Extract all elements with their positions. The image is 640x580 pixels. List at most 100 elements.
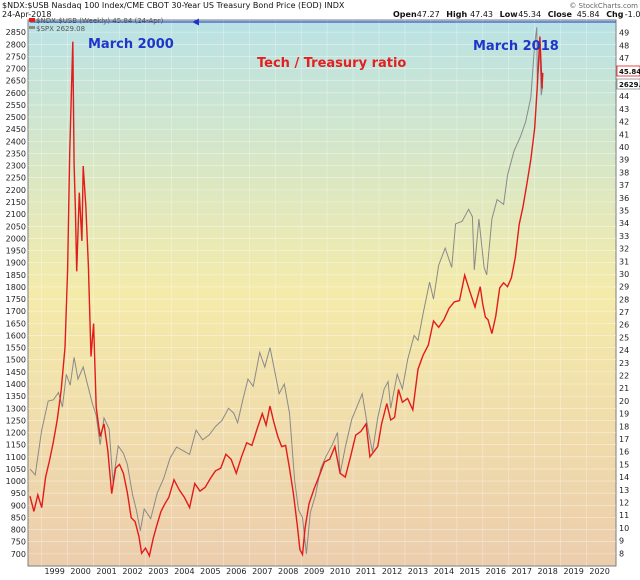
left-tick-label: 1200: [6, 429, 26, 438]
left-tick-label: 2400: [6, 137, 26, 146]
left-tick-label: 1400: [6, 380, 26, 389]
x-tick-label: 2001: [96, 567, 116, 576]
x-axis: 1999 2000 2001 2002 2003 2004 2005 2006 2007 2008…: [44, 567, 609, 576]
ohlc-value: 47.27: [417, 10, 440, 19]
x-tick-label: 2009: [304, 567, 324, 576]
right-tick-label: 44: [619, 92, 629, 101]
right-tick-label: 31: [619, 257, 629, 266]
left-tick-label: 2850: [6, 28, 26, 37]
ohlc-value: 45.34: [518, 10, 541, 19]
chart-title: $NDX:$USB Nasdaq 100 Index/CME CBOT 30-Y…: [2, 1, 345, 10]
x-tick-label: 2000: [70, 567, 90, 576]
right-tick-label: 9: [619, 537, 624, 546]
left-tick-label: 1100: [6, 453, 26, 462]
right-tick-label: 14: [619, 473, 629, 482]
right-tick-label: 27: [619, 308, 629, 317]
left-tick-label: 1250: [6, 416, 26, 425]
x-tick-label: 2010: [330, 567, 350, 576]
ohlc-value: 47.43: [470, 10, 493, 19]
left-tick-label: 1450: [6, 368, 26, 377]
right-tick-label: 30: [619, 270, 629, 279]
right-tick-label: 22: [619, 372, 629, 381]
ohlc-label: Chg: [606, 10, 624, 19]
left-tick-label: 2100: [6, 210, 26, 219]
left-tick-label: 2450: [6, 125, 26, 134]
left-tick-label: 2300: [6, 162, 26, 171]
gridlines: [28, 20, 616, 566]
left-tick-label: 1650: [6, 319, 26, 328]
x-tick-label: 2011: [356, 567, 376, 576]
right-tick-label: 41: [619, 130, 629, 139]
ohlc-value: 45.84: [577, 10, 600, 19]
x-tick-label: 1999: [44, 567, 64, 576]
legend-arrow-icon: [192, 18, 199, 26]
x-tick-label: 2015: [460, 567, 480, 576]
ohlc-label: High: [446, 10, 467, 19]
left-tick-label: 1550: [6, 344, 26, 353]
annotation-subtitle: Tech / Treasury ratio: [257, 56, 406, 71]
left-tick-label: 1700: [6, 307, 26, 316]
x-tick-label: 2005: [200, 567, 220, 576]
left-tick-label: 2600: [6, 89, 26, 98]
left-tick-label: 800: [11, 526, 26, 535]
ohlc-value: -1.02 (-2.18%): [625, 10, 640, 19]
left-tick-label: 1850: [6, 271, 26, 280]
right-tick-label: 34: [619, 219, 629, 228]
right-tick-label: 36: [619, 194, 629, 203]
right-tick-label: 35: [619, 206, 629, 215]
left-tick-label: 2150: [6, 198, 26, 207]
right-tick-label: 40: [619, 143, 629, 152]
x-tick-label: 2019: [563, 567, 583, 576]
left-tick-label: 1600: [6, 331, 26, 340]
left-tick-label: 1750: [6, 295, 26, 304]
left-tick-label: 1950: [6, 247, 26, 256]
left-tick-label: 1000: [6, 477, 26, 486]
left-tick-label: 2650: [6, 77, 26, 86]
x-tick-label: 2012: [382, 567, 402, 576]
left-tick-label: 2800: [6, 40, 26, 49]
annotation-march-2018: March 2018: [473, 39, 559, 54]
left-tick-label: 850: [11, 513, 26, 522]
x-tick-label: 2002: [122, 567, 142, 576]
ohlc-label: Close: [548, 10, 573, 19]
spx-last-value: 2629.0: [619, 81, 640, 89]
legend-ratio-swatch: [29, 18, 35, 22]
left-tick-label: 1800: [6, 283, 26, 292]
left-tick-label: 2750: [6, 52, 26, 61]
right-tick-label: 21: [619, 384, 629, 393]
right-tick-label: 11: [619, 511, 629, 520]
x-tick-label: 2003: [148, 567, 168, 576]
right-tick-label: 47: [619, 54, 629, 63]
right-tick-label: 25: [619, 333, 629, 342]
left-tick-label: 2200: [6, 186, 26, 195]
left-tick-label: 2550: [6, 101, 26, 110]
right-tick-label: 23: [619, 359, 629, 368]
legend-ratio-label: $NDX:$USB (Weekly) 45.84 (24-Apr): [36, 17, 164, 25]
right-tick-label: 33: [619, 232, 629, 241]
right-tick-label: 28: [619, 295, 629, 304]
right-axis: 8 9 10 11 12 13 14 15 16 17 18 19 20 21 22 23 24 25 26 27 28…: [619, 29, 629, 559]
ratio-series-line: [29, 36, 544, 558]
right-tick-label: 20: [619, 397, 629, 406]
left-tick-label: 750: [11, 538, 26, 547]
left-tick-label: 1300: [6, 404, 26, 413]
x-tick-label: 2007: [252, 567, 272, 576]
right-tick-label: 18: [619, 422, 629, 431]
left-tick-label: 2000: [6, 234, 26, 243]
left-tick-label: 2050: [6, 222, 26, 231]
ohlc-readout: Open 47.27 High 47.43 Low 45.34 Close 45.84 Chg -…: [393, 10, 640, 19]
ohlc-label: Low: [500, 10, 519, 19]
legend-spx-label: $SPX 2629.08: [36, 25, 85, 33]
x-tick-label: 2004: [174, 567, 194, 576]
left-tick-label: 2700: [6, 65, 26, 74]
right-tick-label: 15: [619, 460, 629, 469]
x-tick-label: 2008: [278, 567, 298, 576]
right-tick-label: 42: [619, 118, 629, 127]
ohlc-label: Open: [393, 10, 417, 19]
left-tick-label: 900: [11, 501, 26, 510]
right-tick-label: 19: [619, 410, 629, 419]
x-tick-label: 2014: [434, 567, 454, 576]
left-tick-label: 1050: [6, 465, 26, 474]
right-tick-label: 39: [619, 156, 629, 165]
